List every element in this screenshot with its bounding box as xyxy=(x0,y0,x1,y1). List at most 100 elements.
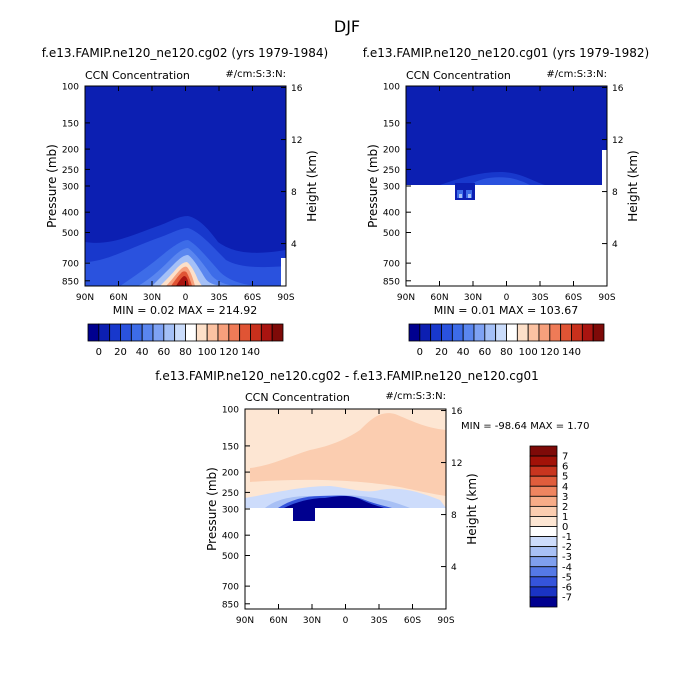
colorbar-label: -1 xyxy=(562,532,572,543)
x-tick-label: 0 xyxy=(343,616,349,626)
colorbar-swatch xyxy=(529,465,558,477)
colorbar-swatch xyxy=(495,323,507,342)
y-tick-label: 850 xyxy=(222,600,239,610)
colorbar-swatch xyxy=(239,323,251,342)
x-tick-label: 60S xyxy=(404,616,421,626)
y-tick-label: 150 xyxy=(62,119,79,129)
colorbar-label: 0 xyxy=(562,522,568,533)
colorbar-label: -5 xyxy=(562,572,572,583)
page-title: DJF xyxy=(334,17,360,36)
colorbar-swatch xyxy=(592,323,605,342)
colorbar-label: 100 xyxy=(519,347,538,358)
x-tick-label: 0 xyxy=(183,293,189,303)
colorbar-swatch xyxy=(152,323,165,342)
axes: 90N 60N 30N 0 30S 60S 90S 100 150 200 250 300 400 500… xyxy=(366,83,640,304)
colorbar-swatch xyxy=(217,323,230,342)
colorbar-swatch xyxy=(185,323,197,342)
colorbar-swatch xyxy=(516,323,529,342)
colorbar-swatch xyxy=(228,323,241,342)
colorbar-label: 140 xyxy=(241,347,260,358)
units-label: #/cm:S:3:N: xyxy=(546,69,607,80)
y2-tick-label: 8 xyxy=(451,511,457,521)
axes: 90N 60N 30N 0 30S 60S 90S 100 150 200 250 300 400 500… xyxy=(45,83,319,304)
y2-tick-label: 12 xyxy=(291,136,302,146)
y-tick-label: 200 xyxy=(62,146,79,156)
contour-field xyxy=(85,86,286,286)
y-axis-label: Pressure (mb) xyxy=(45,144,59,228)
colorbar-swatch xyxy=(250,323,262,342)
colorbar-swatch xyxy=(529,526,558,537)
y-tick-label: 400 xyxy=(222,532,239,542)
y-tick-label: 300 xyxy=(62,183,79,193)
x-tick-label: 60N xyxy=(269,616,287,626)
colorbar-swatch xyxy=(529,566,558,578)
colorbar-swatch xyxy=(560,323,572,342)
colorbar-swatch xyxy=(98,323,111,342)
colorbar-swatch xyxy=(430,323,442,342)
colorbar-swatch xyxy=(529,576,558,588)
colorbar-label: 60 xyxy=(157,347,170,358)
y2-axis-label: Height (km) xyxy=(465,473,479,544)
y-tick-label: 850 xyxy=(383,277,400,287)
x-tick-label: 90N xyxy=(397,293,415,303)
colorbar-swatch xyxy=(581,323,594,342)
x-tick-label: 30N xyxy=(303,616,321,626)
colorbar-label: -7 xyxy=(562,592,572,603)
colorbar-swatch xyxy=(549,323,562,342)
panel-title: f.e13.FAMIP.ne120_ne120.cg01 (yrs 1979-1… xyxy=(363,46,650,60)
colorbar-label: 40 xyxy=(457,347,470,358)
y-tick-label: 100 xyxy=(222,406,239,416)
min-max-label: MIN = 0.01 MAX = 103.67 xyxy=(434,304,578,317)
colorbar-label: 120 xyxy=(219,347,238,358)
colorbar-swatch xyxy=(529,455,558,467)
colorbar-swatch xyxy=(271,323,284,342)
y2-tick-label: 16 xyxy=(612,84,624,94)
colorbar-label: 60 xyxy=(478,347,491,358)
colorbar-label: 0 xyxy=(417,347,423,358)
y-tick-label: 700 xyxy=(62,260,79,270)
colorbar-swatch xyxy=(195,323,208,342)
colorbar-swatch xyxy=(529,495,558,507)
panel-title: f.e13.FAMIP.ne120_ne120.cg02 - f.e13.FAM… xyxy=(155,369,539,383)
colorbar-label: 5 xyxy=(562,472,568,483)
colorbar-swatch xyxy=(529,485,558,497)
y-tick-label: 500 xyxy=(62,229,79,239)
colorbar-label: 120 xyxy=(540,347,559,358)
y-tick-label: 100 xyxy=(383,83,400,93)
colorbar-label: -3 xyxy=(562,552,572,563)
y2-tick-label: 8 xyxy=(612,188,618,198)
units-label: #/cm:S:3:N: xyxy=(385,391,446,402)
colorbar-label: -6 xyxy=(562,582,572,593)
colorbar-swatch xyxy=(506,323,518,342)
y2-tick-label: 4 xyxy=(612,240,618,250)
colorbar-label: 1 xyxy=(562,512,568,523)
colorbar-swatch xyxy=(527,323,540,342)
x-tick-label: 0 xyxy=(504,293,510,303)
y2-tick-label: 4 xyxy=(451,563,457,573)
colorbar-swatch xyxy=(174,323,186,342)
y-tick-label: 200 xyxy=(222,469,239,479)
colorbar-label: 80 xyxy=(500,347,513,358)
colorbar-label: -2 xyxy=(562,542,572,553)
colorbar: 0 20 40 60 80 100 120 140 xyxy=(408,323,605,358)
colorbar-swatch xyxy=(529,586,558,598)
x-tick-label: 90S xyxy=(437,616,454,626)
y-tick-label: 150 xyxy=(222,442,239,452)
y-tick-label: 500 xyxy=(222,552,239,562)
colorbar-swatch xyxy=(419,323,432,342)
colorbar-swatch xyxy=(484,323,497,342)
panel-cg01: f.e13.FAMIP.ne120_ne120.cg01 (yrs 1979-1… xyxy=(363,46,650,358)
colorbar: 0 20 40 60 80 100 120 140 xyxy=(87,323,284,358)
variable-label: CCN Concentration xyxy=(245,391,350,404)
colorbar-swatch xyxy=(529,596,558,608)
panel-cg02: f.e13.FAMIP.ne120_ne120.cg02 (yrs 1979-1… xyxy=(42,46,329,358)
colorbar-swatch xyxy=(473,323,486,342)
colorbar-swatch xyxy=(260,323,273,342)
y-tick-label: 100 xyxy=(62,83,79,93)
colorbar-label: -4 xyxy=(562,562,572,573)
colorbar-swatch xyxy=(206,323,219,342)
colorbar-label: 80 xyxy=(179,347,192,358)
y-tick-label: 150 xyxy=(383,119,400,129)
